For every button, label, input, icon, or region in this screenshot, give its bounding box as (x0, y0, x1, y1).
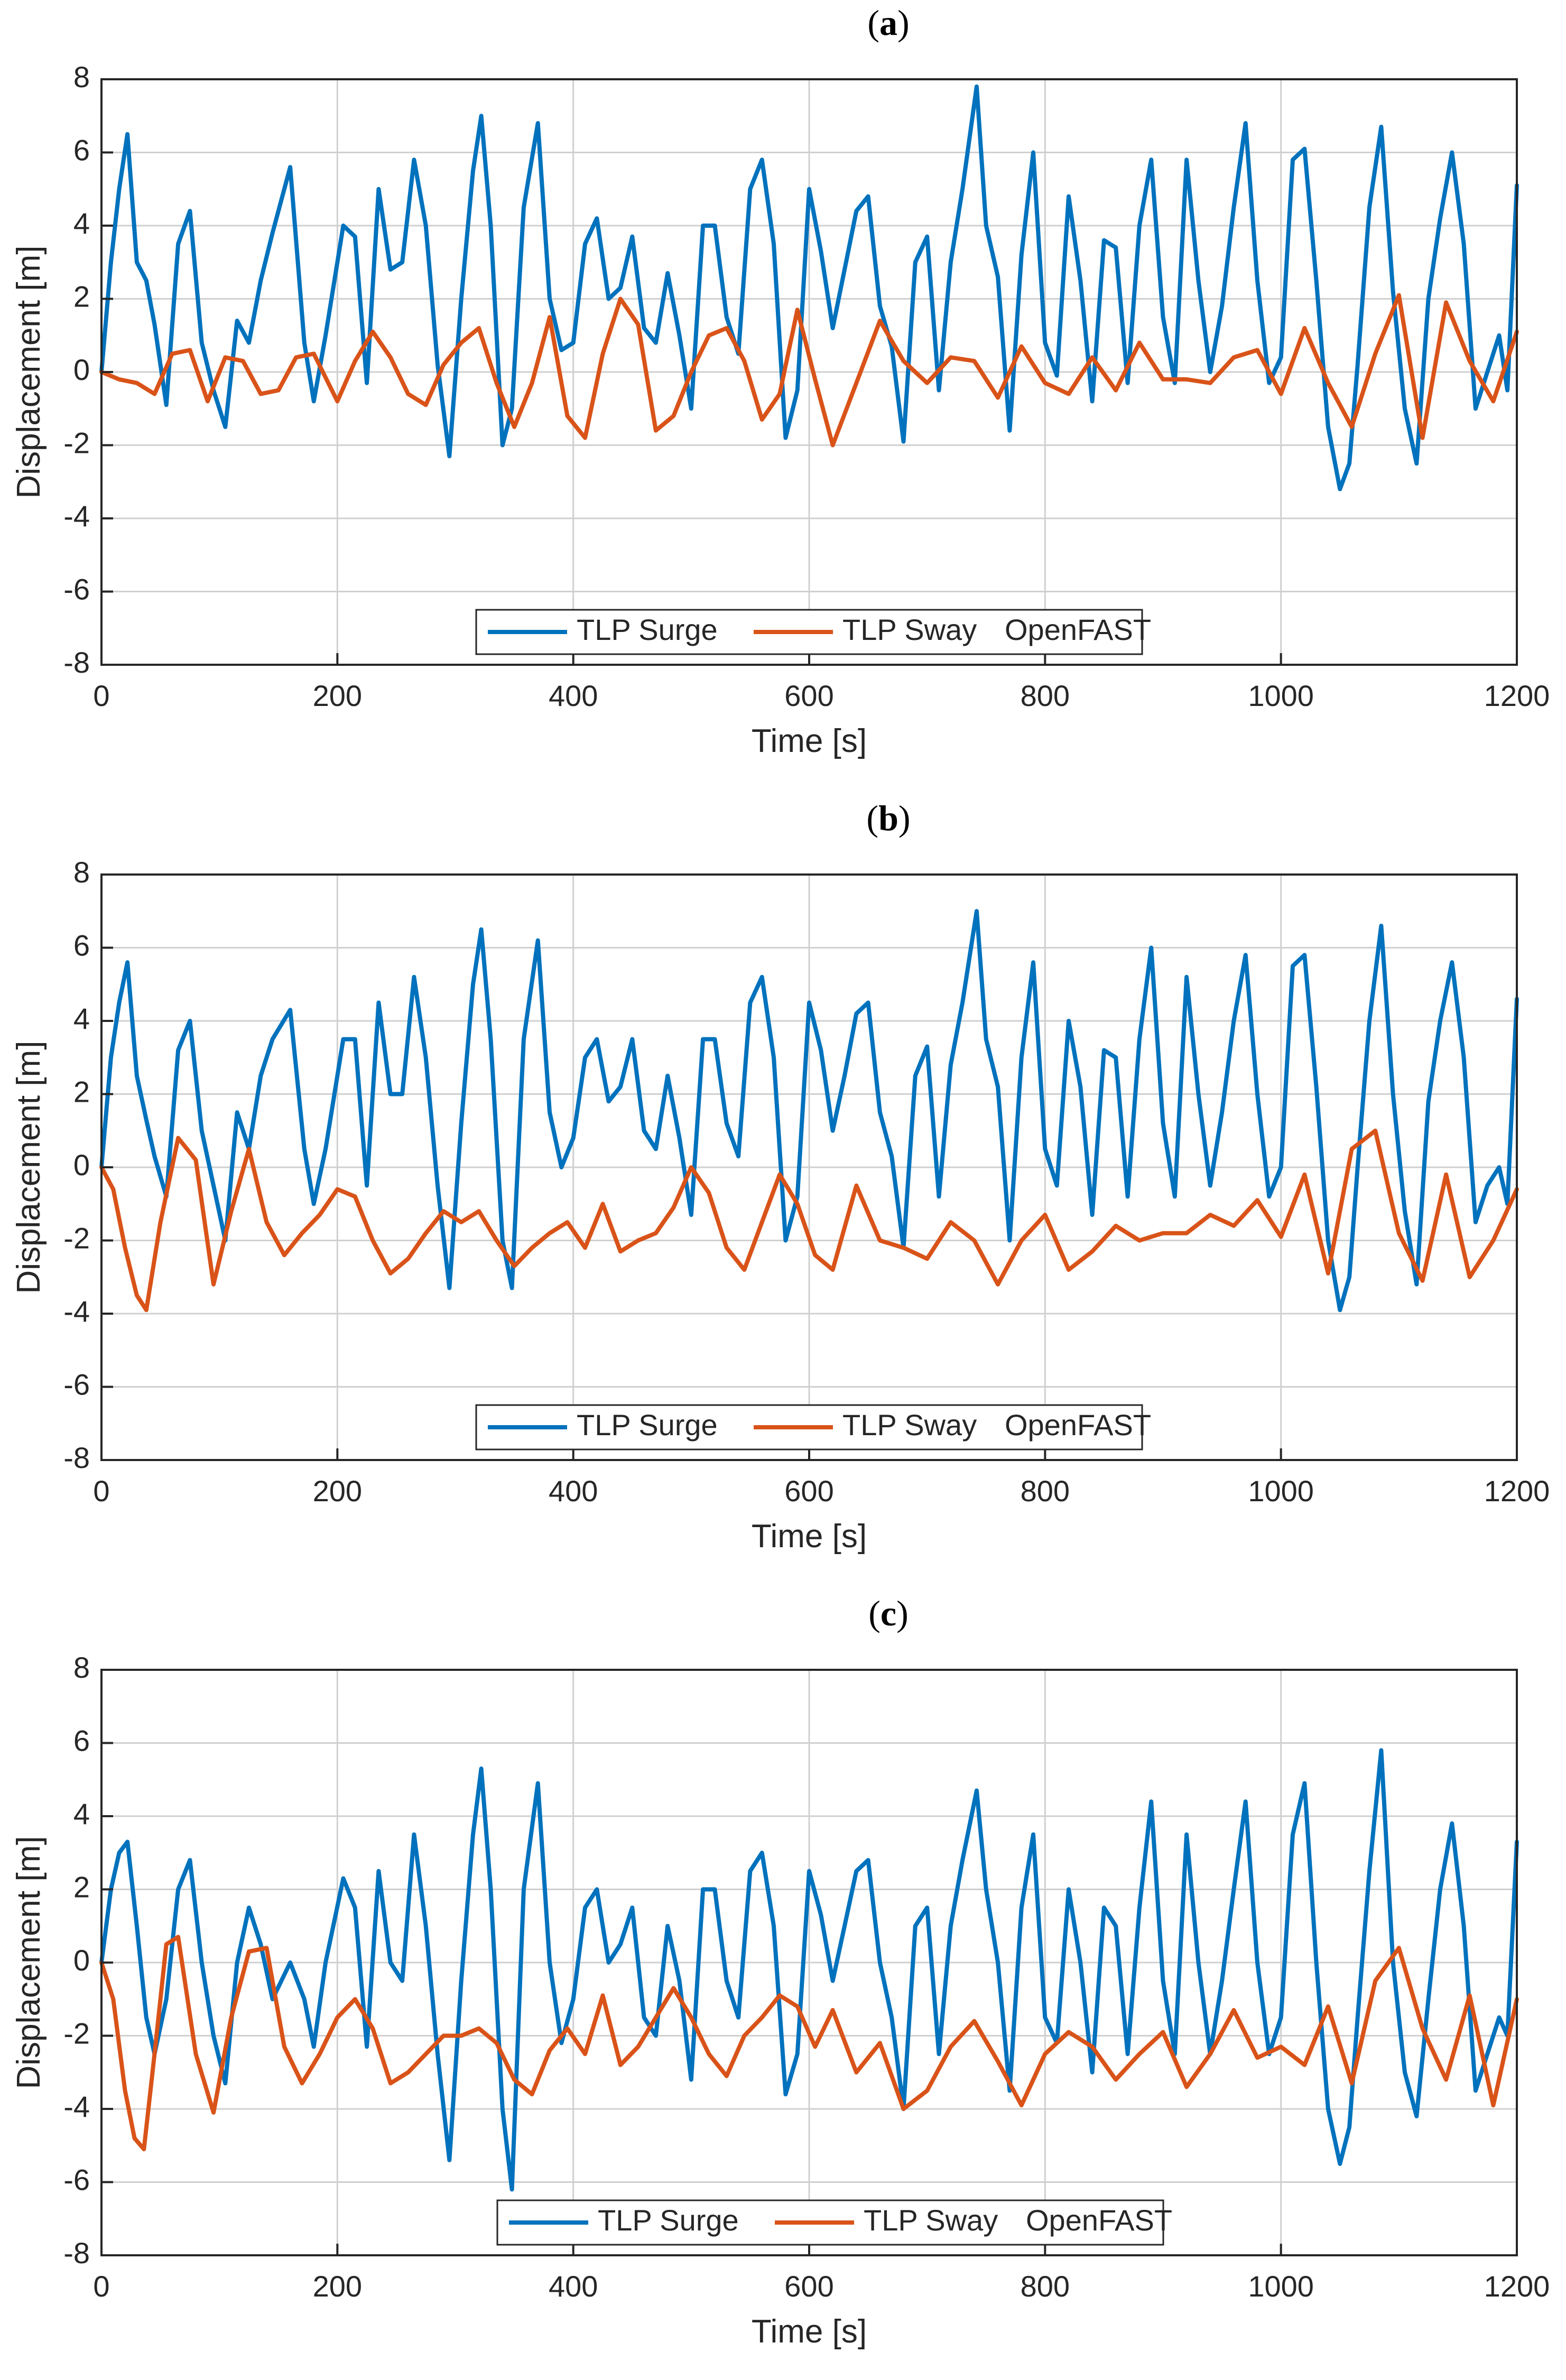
x-tick-label: 800 (1021, 1474, 1070, 1508)
x-tick-label: 0 (93, 679, 109, 712)
legend-label-sway: TLP Sway (842, 1408, 977, 1442)
y-tick-label: -4 (63, 1295, 90, 1328)
y-tick-label: 0 (73, 1148, 90, 1182)
x-tick-label: 1200 (1484, 2270, 1550, 2303)
panel-letter: a (879, 3, 897, 43)
y-tick-label: -4 (63, 2090, 90, 2123)
x-tick-label: 1000 (1248, 2270, 1314, 2303)
y-tick-label: -6 (63, 1368, 90, 1401)
y-tick-label: 0 (73, 353, 90, 386)
x-axis-title: Time [s] (752, 1518, 867, 1555)
panel-label: (a) (867, 3, 909, 43)
y-tick-label: 4 (73, 1797, 90, 1830)
y-tick-label: 8 (73, 60, 90, 94)
legend-note: OpenFAST (1026, 2204, 1172, 2237)
panel-label: (b) (866, 798, 910, 838)
legend-label-surge: TLP Surge (598, 2204, 739, 2237)
y-tick-label: 6 (73, 133, 90, 166)
y-tick-label: 2 (73, 1075, 90, 1108)
y-tick-label: -2 (63, 1221, 90, 1254)
y-tick-label: -6 (63, 2163, 90, 2196)
x-tick-label: 800 (1021, 679, 1070, 712)
x-tick-label: 400 (549, 2270, 598, 2303)
panel-letter: b (878, 798, 898, 838)
y-tick-label: 8 (73, 856, 90, 889)
y-tick-label: 4 (73, 207, 90, 240)
y-tick-label: -8 (63, 646, 90, 679)
y-tick-label: -8 (63, 1441, 90, 1474)
y-tick-label: 6 (73, 1724, 90, 1757)
legend-label-surge: TLP Surge (577, 1408, 718, 1442)
x-tick-label: 600 (784, 2270, 833, 2303)
y-tick-label: 8 (73, 1651, 90, 1684)
legend-label-surge: TLP Surge (577, 613, 718, 646)
x-tick-label: 0 (93, 1474, 109, 1508)
y-tick-label: 2 (73, 280, 90, 313)
x-tick-label: 200 (313, 1474, 362, 1508)
y-tick-label: -6 (63, 572, 90, 606)
x-tick-label: 1200 (1484, 679, 1550, 712)
y-tick-label: 2 (73, 1870, 90, 1903)
y-tick-label: -2 (63, 2016, 90, 2050)
x-tick-label: 1200 (1484, 1474, 1550, 1508)
series-line-tlp-surge (99, 84, 1519, 491)
y-tick-label: -8 (63, 2236, 90, 2270)
y-tick-label: 6 (73, 928, 90, 962)
y-tick-label: -2 (63, 426, 90, 459)
legend-label-sway: TLP Sway (842, 613, 977, 646)
panel-label: (c) (868, 1593, 909, 1633)
x-tick-label: 400 (549, 1474, 598, 1508)
x-axis-title: Time [s] (752, 723, 867, 759)
chart-panel-b: (b) 0 200 400 600 800 1000 1200 -8 -6 -4 -2 0 2 4 6 8 Tim… (11, 798, 1550, 1555)
legend: TLP Surge TLP Sway OpenFAST (475, 1404, 1151, 1451)
x-tick-label: 1000 (1248, 1474, 1314, 1508)
series-line-tlp-surge (99, 1748, 1519, 2192)
series-line-tlp-sway (99, 1935, 1519, 2152)
x-tick-label: 600 (784, 679, 833, 712)
x-tick-label: 1000 (1248, 679, 1314, 712)
x-tick-label: 200 (313, 2270, 362, 2303)
y-tick-label: 0 (73, 1944, 90, 1977)
legend-note: OpenFAST (1005, 1408, 1151, 1442)
y-tick-label: 4 (73, 1002, 90, 1035)
y-tick-label: -4 (63, 499, 90, 533)
y-axis-title: Displacement [m] (11, 246, 47, 499)
series-line-tlp-surge (99, 909, 1519, 1313)
y-axis-title: Displacement [m] (11, 1041, 47, 1294)
series-line-tlp-sway (99, 1128, 1519, 1313)
series-line-tlp-sway (99, 293, 1519, 448)
x-tick-label: 600 (784, 1474, 833, 1508)
x-tick-label: 800 (1021, 2270, 1070, 2303)
legend: TLP Surge TLP Sway OpenFAST (475, 609, 1151, 655)
x-axis-title: Time [s] (752, 2313, 867, 2350)
legend-label-sway: TLP Sway (864, 2204, 998, 2237)
chart-panel-c: (c) 0 200 400 600 800 1000 1200 -8 -6 -4 -2 0 2 4 6 8 Tim… (11, 1593, 1550, 2350)
y-axis-title: Displacement [m] (11, 1836, 47, 2089)
x-tick-label: 0 (93, 2270, 109, 2303)
x-tick-label: 200 (313, 679, 362, 712)
x-tick-label: 400 (549, 679, 598, 712)
chart-panel-a: (a) 0 200 400 600 800 1000 1200 -8 -6 -4 -2 0 2 4 6 8 Tim… (11, 3, 1550, 759)
panel-letter: c (881, 1593, 896, 1633)
legend-note: OpenFAST (1005, 613, 1151, 646)
legend: TLP Surge TLP Sway OpenFAST (496, 2199, 1172, 2246)
